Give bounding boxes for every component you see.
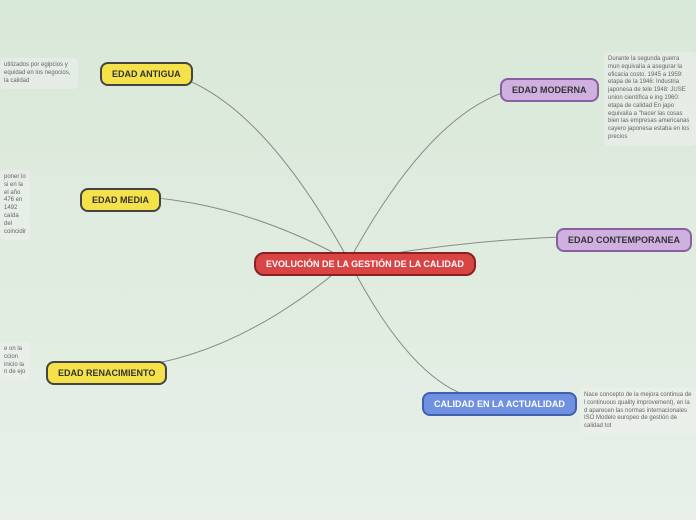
- node-edad-media[interactable]: EDAD MEDIA: [80, 188, 161, 212]
- note-actualidad: Nace concepto de la mejora continua de l…: [580, 388, 696, 435]
- node-edad-antigua[interactable]: EDAD ANTIGUA: [100, 62, 193, 86]
- node-calidad-actualidad[interactable]: CALIDAD EN LA ACTUALIDAD: [422, 392, 577, 416]
- note-text: e on la ccion inicio la n de ejo: [4, 346, 25, 375]
- note-text: poner lo si en la el año 476 en 1492 caí…: [4, 174, 26, 235]
- node-label: EDAD MEDIA: [92, 195, 149, 205]
- note-text: Nace concepto de la mejora continua de l…: [584, 392, 691, 429]
- node-label: EDAD RENACIMIENTO: [58, 368, 155, 378]
- node-label: EDAD MODERNA: [512, 85, 587, 95]
- node-edad-moderna[interactable]: EDAD MODERNA: [500, 78, 599, 102]
- note-text: utilizados por egipcios y equidad en los…: [4, 62, 70, 84]
- center-label: EVOLUCIÓN DE LA GESTIÓN DE LA CALIDAD: [266, 259, 464, 269]
- note-antigua: utilizados por egipcios y equidad en los…: [0, 58, 78, 89]
- note-moderna: Durante la segunda guerra mun equivalía …: [604, 52, 696, 146]
- node-label: EDAD CONTEMPORANEA: [568, 235, 680, 245]
- note-renacimiento: e on la ccion inicio la n de ejo: [0, 342, 30, 381]
- node-label: EDAD ANTIGUA: [112, 69, 181, 79]
- node-label: CALIDAD EN LA ACTUALIDAD: [434, 399, 565, 409]
- center-node[interactable]: EVOLUCIÓN DE LA GESTIÓN DE LA CALIDAD: [254, 252, 476, 276]
- note-media: poner lo si en la el año 476 en 1492 caí…: [0, 170, 30, 240]
- node-edad-renacimiento[interactable]: EDAD RENACIMIENTO: [46, 361, 167, 385]
- note-text: Durante la segunda guerra mun equivalía …: [608, 56, 689, 140]
- node-edad-contemporanea[interactable]: EDAD CONTEMPORANEA: [556, 228, 692, 252]
